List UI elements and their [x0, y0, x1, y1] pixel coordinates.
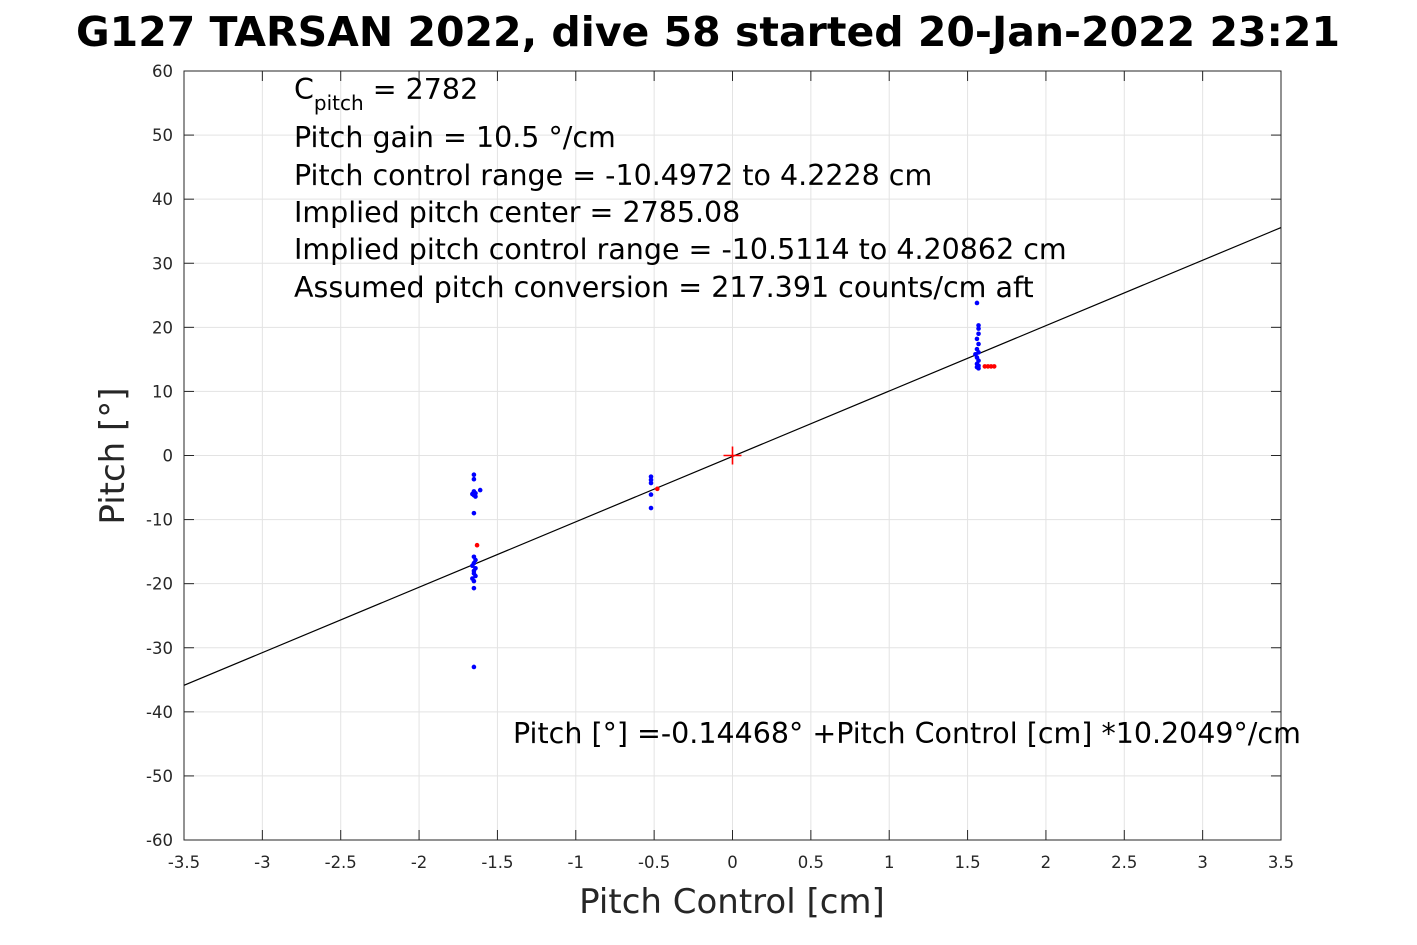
x-tick-label: -0.5 [638, 853, 670, 872]
data-point [470, 563, 475, 569]
annotation-c-pitch: Cpitch = 2782 [294, 73, 478, 115]
data-points [470, 300, 997, 670]
y-tick-label: 0 [163, 447, 174, 466]
y-tick-label: -30 [146, 639, 173, 658]
data-point [473, 573, 478, 579]
data-point [648, 477, 654, 483]
y-tick-label: 50 [152, 126, 173, 145]
data-point [471, 476, 477, 482]
data-point [648, 505, 654, 511]
data-point [976, 366, 981, 371]
y-tick-label: 40 [152, 190, 173, 209]
annotation-assumed-conversion: Assumed pitch conversion = 217.391 count… [294, 271, 1034, 304]
x-tick-label: -1.5 [481, 853, 513, 872]
data-point [976, 331, 981, 337]
y-tick-label: 60 [152, 62, 173, 81]
data-point [648, 480, 654, 486]
annotation-pitch-gain: Pitch gain = 10.5 °/cm [294, 121, 616, 154]
y-tick-label: -60 [146, 831, 173, 850]
data-point [974, 300, 980, 306]
data-point [976, 323, 981, 328]
x-tick-label: 0.5 [798, 853, 824, 872]
center-marker [723, 446, 742, 465]
chart-title: G127 TARSAN 2022, dive 58 started 20-Jan… [76, 8, 1340, 56]
x-tick-label: -3.5 [168, 853, 200, 872]
x-tick-label: 0 [727, 853, 738, 872]
y-tick-label: -40 [146, 703, 173, 722]
x-axis-label: Pitch Control [cm] [579, 882, 885, 922]
x-tick-label: 1.5 [954, 853, 980, 872]
data-point [471, 472, 477, 478]
y-tick-label: 30 [152, 254, 173, 273]
annotation-implied-center: Implied pitch center = 2785.08 [294, 196, 740, 229]
data-point [470, 491, 475, 497]
data-point [471, 510, 477, 516]
x-tick-label: -1 [568, 853, 584, 872]
x-tick-label: 1 [884, 853, 895, 872]
y-tick-label: -50 [146, 767, 173, 786]
c-pitch-main: C [294, 73, 314, 106]
data-point [477, 487, 483, 493]
annotation-implied-range: Implied pitch control range = -10.5114 t… [294, 233, 1067, 266]
data-point [471, 585, 477, 591]
y-axis-ticks: 60 50 40 30 20 10 0 -10 -20 -30 -40 -50 -60 [146, 62, 1281, 850]
annotation-pitch-control-range: Pitch control range = -10.4972 to 4.2228… [294, 159, 932, 192]
data-point [648, 474, 654, 479]
y-tick-label: -20 [146, 575, 173, 594]
annotation-fit-equation: Pitch [°] =-0.14468° +Pitch Control [cm]… [513, 717, 1301, 750]
y-axis-label: Pitch [°] [93, 387, 133, 524]
data-point [471, 664, 477, 670]
grid [183, 70, 1282, 841]
y-tick-label: 20 [152, 318, 173, 337]
data-point [991, 364, 997, 369]
data-point [976, 326, 981, 331]
data-point [471, 578, 477, 584]
y-tick-label: -10 [146, 511, 173, 530]
data-point [648, 492, 654, 497]
data-point [976, 341, 981, 347]
data-point [654, 486, 660, 492]
x-tick-label: 3 [1197, 853, 1208, 872]
data-point [473, 494, 478, 499]
c-pitch-value: = 2782 [364, 73, 479, 106]
x-tick-label: 2.5 [1111, 853, 1137, 872]
x-tick-label: -2.5 [325, 853, 357, 872]
x-tick-label: 3.5 [1268, 853, 1294, 872]
x-tick-label: -2 [411, 853, 427, 872]
x-tick-label: -3 [254, 853, 270, 872]
data-point [474, 542, 480, 548]
x-axis-ticks: -3.5 -3 -2.5 -2 -1.5 -1 -0.5 0 0.5 1 1.5 2 2.5 3 3.5 [168, 71, 1294, 872]
annotations: Cpitch = 2782 Pitch gain = 10.5 °/cm Pit… [294, 73, 1301, 750]
data-point [974, 336, 980, 342]
x-tick-label: 2 [1041, 853, 1052, 872]
y-tick-label: 10 [152, 382, 173, 401]
c-pitch-subscript: pitch [314, 91, 364, 115]
